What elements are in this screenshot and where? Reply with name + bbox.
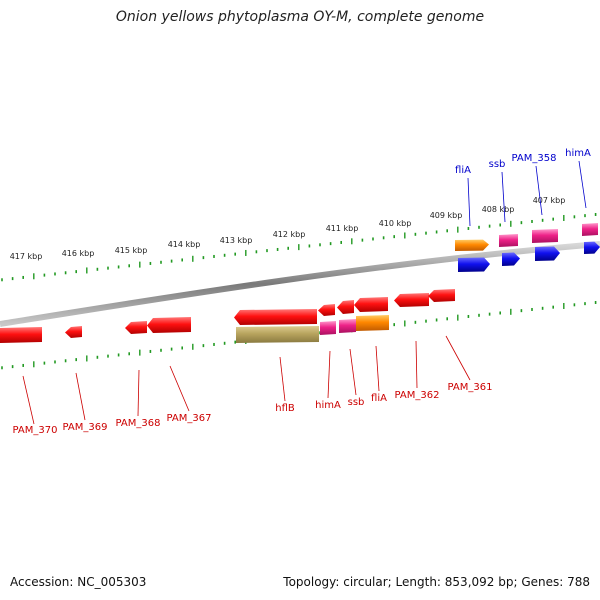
- kbp-label: 415 kbp: [115, 246, 148, 255]
- pam369-gene: [65, 326, 82, 338]
- gene-features: [0, 223, 600, 343]
- top-label-leader: [501, 171, 506, 223]
- bottom-label-leader: [415, 340, 418, 389]
- ssb-gene: [337, 300, 354, 314]
- kbp-label: 412 kbp: [273, 230, 306, 239]
- kbp-label: 411 kbp: [326, 224, 359, 233]
- himA-outer-cds: [584, 241, 600, 254]
- kbp-label: 414 kbp: [168, 240, 201, 249]
- bottom-gene-label: hflB: [275, 403, 295, 414]
- top-gene-label: himA: [565, 148, 591, 159]
- himA-outer-gene: [582, 223, 598, 236]
- bottom-label-leader: [75, 372, 86, 421]
- hflB-cds: [236, 326, 319, 343]
- fliA-gene: [354, 297, 388, 312]
- bottom-label-leader: [22, 375, 35, 425]
- pam362-gene: [394, 293, 429, 307]
- fliA-cds: [356, 315, 389, 331]
- outer-kbp-ticks: [1, 212, 597, 282]
- bottom-label-leader: [279, 356, 286, 402]
- hflB-gene: [234, 309, 317, 325]
- bottom-gene-label: PAM_370: [13, 425, 58, 436]
- bottom-gene-label: PAM_368: [116, 418, 161, 429]
- top-label-leader: [535, 165, 543, 216]
- bottom-gene-label: PAM_367: [167, 413, 212, 424]
- bottom-gene-label: ssb: [348, 397, 365, 408]
- pam358-cds: [535, 246, 560, 261]
- himA-cds: [320, 321, 336, 335]
- bottom-label-leader: [169, 365, 190, 412]
- topology-text: Topology: circular; Length: 853,092 bp; …: [283, 575, 590, 589]
- kbp-label: 413 kbp: [220, 236, 253, 245]
- kbp-label: 409 kbp: [430, 211, 463, 220]
- kbp-label: 408 kbp: [482, 205, 515, 214]
- bottom-gene-label: PAM_361: [448, 382, 493, 393]
- ssb-outer-cds: [502, 252, 520, 266]
- kbp-label: 410 kbp: [379, 219, 412, 228]
- bottom-gene-label: fliA: [371, 393, 387, 404]
- pam361-gene: [428, 289, 455, 302]
- bottom-label-leader: [349, 348, 357, 396]
- bottom-label-leader: [327, 350, 331, 399]
- bottom-label-leader: [375, 345, 380, 392]
- genome-title: Onion yellows phytoplasma OY-M, complete…: [115, 9, 485, 25]
- bottom-gene-label: PAM_362: [395, 390, 440, 401]
- bottom-gene-label: PAM_369: [63, 422, 108, 433]
- fliA-outer-cds: [458, 257, 490, 272]
- accession-text: Accession: NC_005303: [10, 575, 147, 589]
- pam367-gene: [147, 317, 191, 333]
- top-label-leader: [467, 177, 471, 227]
- top-gene-label: PAM_358: [512, 153, 557, 164]
- bottom-gene-label: himA: [315, 400, 341, 411]
- bottom-label-leader: [137, 369, 140, 417]
- pam368-gene: [125, 321, 147, 334]
- top-gene-label: ssb: [489, 159, 506, 170]
- pam370-gene: [0, 327, 42, 343]
- fliA-outer-gene: [455, 239, 489, 251]
- pam358-gene: [532, 229, 558, 243]
- gene-labels: fliA ssb PAM_358 himA PAM_370 PAM_369 PAM_368 P…: [13, 148, 591, 436]
- kbp-labels: 417 kbp 416 kbp 415 kbp 414 kbp 413 kbp 412 k…: [10, 196, 566, 261]
- genome-backbone: [0, 241, 600, 327]
- himA-gene: [318, 304, 335, 316]
- kbp-label: 417 kbp: [10, 252, 43, 261]
- top-label-leader: [578, 160, 587, 209]
- top-gene-label: fliA: [455, 165, 471, 176]
- ssb-outer-gene: [499, 234, 518, 247]
- bottom-label-leader: [445, 335, 471, 381]
- ssb-cds: [339, 319, 356, 333]
- kbp-label: 407 kbp: [533, 196, 566, 205]
- kbp-label: 416 kbp: [62, 249, 95, 258]
